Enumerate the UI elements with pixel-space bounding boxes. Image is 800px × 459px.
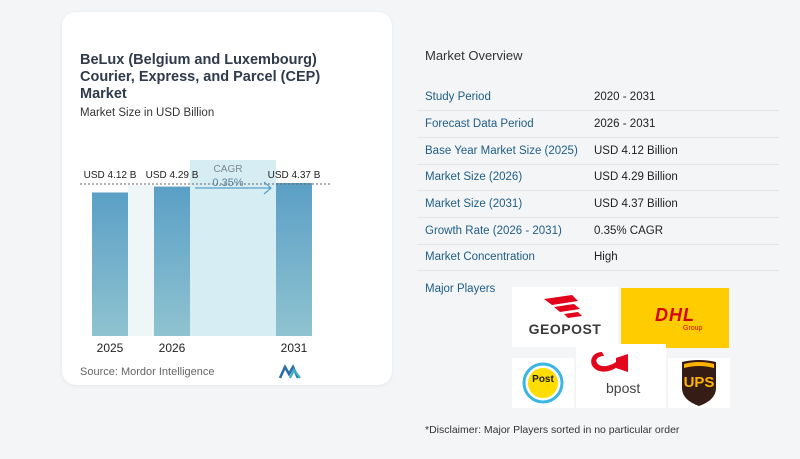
disclaimer: *Disclaimer: Major Players sorted in no …: [425, 424, 680, 436]
ups-shield-icon: [682, 360, 716, 406]
x-tick-label: 2026: [159, 341, 186, 355]
overview-table: Study Period 2020 - 2031 Forecast Data Per…: [417, 84, 779, 272]
cagr-arrow-head: [263, 181, 272, 195]
overview-row: Base Year Market Size (2025) USD 4.12 Bil…: [417, 137, 779, 165]
data-label: USD 4.12 B: [84, 170, 137, 181]
overview-row-label: Market Concentration: [417, 244, 586, 272]
geopost-logo-text: GEOPOST: [528, 321, 602, 337]
cagr-band: [190, 160, 276, 336]
overview-row-label: Market Size (2026): [417, 164, 586, 192]
overview-row-value: 2026 - 2031: [586, 110, 779, 138]
overview-row: Forecast Data Period 2026 - 2031: [417, 110, 779, 138]
x-tick-label: 2031: [281, 341, 308, 355]
gap-band: [128, 185, 154, 336]
overview-row: Market Size (2026) USD 4.29 Billion: [417, 164, 779, 192]
overview-row: Market Size (2031) USD 4.37 Billion: [417, 190, 779, 218]
bpost-logo: bpost: [576, 344, 666, 408]
chart-title: BeLux (Belgium and Luxembourg) Courier, …: [80, 52, 321, 102]
overview-title: Market Overview: [425, 48, 523, 63]
overview-row-value: USD 4.12 Billion: [586, 137, 779, 165]
overview-row-value: 2020 - 2031: [586, 84, 779, 112]
data-label: USD 4.37 B: [268, 170, 321, 181]
players-title: Major Players: [425, 283, 496, 295]
bar-2025: [92, 192, 128, 336]
chart-source: Source: Mordor Intelligence: [80, 366, 215, 378]
post-logo-text: Post: [532, 374, 554, 385]
overview-row-label: Study Period: [417, 84, 586, 112]
overview-row-value: USD 4.37 Billion: [586, 190, 779, 218]
geopost-logo: GEOPOST: [512, 287, 618, 347]
overview-row-value: 0.35% CAGR: [586, 217, 779, 245]
post-luxembourg-logo: Post: [512, 358, 574, 408]
geopost-logo-icon: [544, 295, 582, 318]
mordor-logo-icon: [278, 364, 301, 379]
overview-row-label: Base Year Market Size (2025): [417, 137, 586, 165]
overview-row-label: Market Size (2031): [417, 190, 586, 218]
ups-logo: UPS: [668, 358, 730, 408]
ups-logo-text: UPS: [683, 374, 715, 391]
bpost-logo-text: bpost: [606, 380, 641, 396]
overview-row: Growth Rate (2026 - 2031) 0.35% CAGR: [417, 217, 779, 245]
bpost-horn-icon: [591, 352, 628, 372]
x-tick-label: 2025: [97, 341, 124, 355]
cagr-label: CAGR: [214, 164, 243, 175]
data-label: USD 4.29 B: [146, 170, 199, 181]
overview-row-value: High: [586, 244, 779, 272]
dhl-logo: DHL Group: [621, 288, 729, 348]
dhl-logo-sub: Group: [683, 325, 703, 332]
bar-chart: USD 4.12 B 2025 USD 4.29 B 2026 USD 4.37 B 20…: [80, 160, 330, 355]
chart-subtitle: Market Size in USD Billion: [80, 107, 215, 119]
post-ring-icon: [522, 362, 564, 404]
overview-row: Market Concentration High: [417, 244, 779, 272]
overview-row: Study Period 2020 - 2031: [417, 84, 779, 112]
bar-2031: [276, 183, 312, 336]
overview-row-value: USD 4.29 Billion: [586, 164, 779, 192]
bar-2026: [154, 186, 190, 336]
cagr-value: 0.35%: [212, 177, 243, 189]
dhl-logo-text: DHL: [655, 305, 695, 325]
overview-row-label: Growth Rate (2026 - 2031): [417, 217, 586, 245]
overview-row-label: Forecast Data Period: [417, 110, 586, 138]
